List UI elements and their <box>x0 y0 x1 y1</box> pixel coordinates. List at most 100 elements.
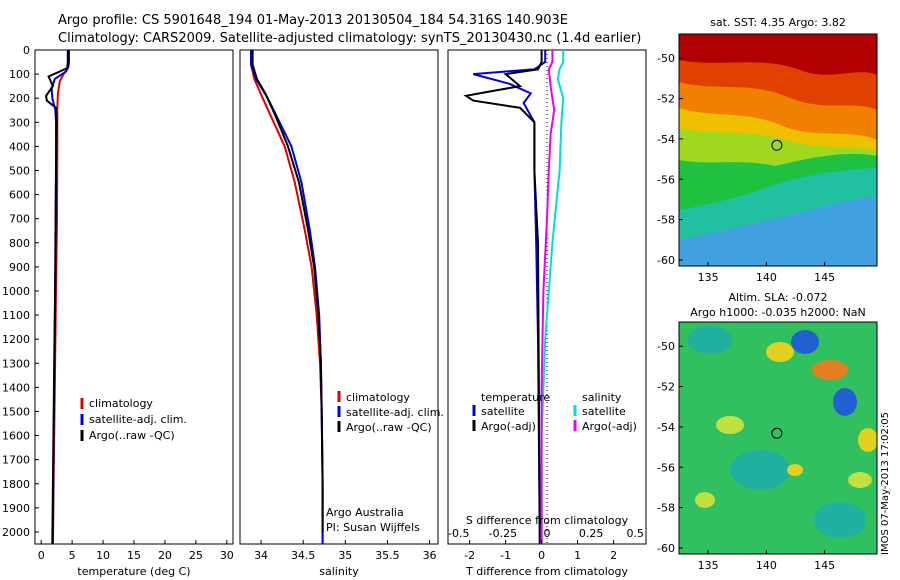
map-y-tick-label: -52 <box>657 93 675 106</box>
y-tick-label: 1300 <box>2 357 30 370</box>
map-x-tick-label: 145 <box>814 271 835 284</box>
legend-label-argo: Argo(..raw -QC) <box>89 429 175 442</box>
legend-title-temperature: temperature <box>481 391 550 404</box>
temperature-legend: climatology satellite-adj. clim. Argo(..… <box>80 397 187 442</box>
y-tick-label: 300 <box>9 116 30 129</box>
map-x-tick-label: 135 <box>698 271 719 284</box>
legend-label-argo: Argo(..raw -QC) <box>346 421 432 434</box>
y-tick-label: 900 <box>9 261 30 274</box>
map-y-tick-label: -58 <box>657 214 675 227</box>
s-tick-label: -0.5 <box>448 527 469 540</box>
sla-high-blob <box>787 464 803 476</box>
map-x-tick-label: 145 <box>814 559 835 572</box>
map-x-tick-label: 140 <box>756 559 777 572</box>
sla-high-blob <box>812 360 848 380</box>
x-tick-label: 34.5 <box>291 549 316 562</box>
difference-axes-frame <box>447 49 647 545</box>
sst-map-frame <box>678 33 878 267</box>
salinity-panel: 34 34.5 35 35.5 36 salinity climatology sate… <box>239 49 444 578</box>
sla-map-title-line2: Argo h1000: -0.035 h2000: NaN <box>690 306 866 319</box>
x-tick-label: 20 <box>158 549 172 562</box>
difference-x-ticks: -2 -1 0 1 2 <box>464 540 617 562</box>
figure-title-line2: Climatology: CARS2009. Satellite-adjuste… <box>58 31 641 46</box>
difference-series-group <box>463 50 565 545</box>
sla-map-panel: Altim. SLA: -0.072 Argo h1000: -0.035 h2… <box>657 291 878 572</box>
salinity-difference-label: S difference from climatology <box>466 514 629 527</box>
sla-cool-blob <box>688 326 732 354</box>
temperature-panel: 0 5 10 15 20 25 30 0 100 200 300 400 500 600 700 800 90… <box>2 44 234 578</box>
sst-map-ticks: 135 140 145 -50 -52 -54 -56 -58 -60 <box>657 52 835 284</box>
y-tick-label: 700 <box>9 213 30 226</box>
y-tick-label: 1000 <box>2 285 30 298</box>
temperature-x-label: temperature (deg C) <box>77 565 190 578</box>
figure-title-line1: Argo profile: CS 5901648_194 01-May-2013… <box>58 13 568 28</box>
series-line <box>472 50 547 545</box>
s-tick-label: -0.25 <box>489 527 517 540</box>
sla-high-blob <box>695 492 715 508</box>
sst-map-title: sat. SST: 4.35 Argo: 3.82 <box>710 16 846 29</box>
map-y-tick-label: -54 <box>657 133 675 146</box>
argo-float-marker <box>771 427 783 439</box>
sla-cool-blob <box>730 450 790 490</box>
y-tick-label: 1800 <box>2 478 30 491</box>
map-y-tick-label: -60 <box>657 254 675 267</box>
sst-map-panel: sat. SST: 4.35 Argo: 3.82 135 140 145 -50 -5… <box>657 16 878 284</box>
x-tick-label: 34 <box>254 549 268 562</box>
depth-y-ticks: 0 100 200 300 400 500 600 700 800 900 1000 1100 1200… <box>2 44 39 539</box>
y-tick-label: 600 <box>9 189 30 202</box>
difference-panel: -2 -1 0 1 2 -0.5 -0.25 0 0.25 0.5 S difference f… <box>447 49 647 578</box>
y-tick-label: 2000 <box>2 526 30 539</box>
sla-map-title-line1: Altim. SLA: -0.072 <box>728 291 827 304</box>
map-x-tick-label: 135 <box>698 559 719 572</box>
legend-label-t-satellite: satellite <box>481 405 525 418</box>
s-tick-label: 0 <box>544 527 551 540</box>
sla-high-blob <box>716 416 744 434</box>
sla-low-blob <box>833 388 857 416</box>
map-y-tick-label: -50 <box>657 340 675 353</box>
series-line <box>45 50 69 545</box>
temperature-difference-label: T difference from climatology <box>465 565 628 578</box>
x-tick-label: 35.5 <box>375 549 400 562</box>
x-tick-label: -1 <box>500 549 511 562</box>
x-tick-label: 15 <box>127 549 141 562</box>
x-tick-label: 25 <box>189 549 203 562</box>
y-tick-label: 400 <box>9 140 30 153</box>
sla-map-frame <box>678 321 878 555</box>
y-tick-label: 1900 <box>2 502 30 515</box>
salinity-series-group <box>250 50 324 544</box>
x-tick-label: 5 <box>69 549 76 562</box>
salinity-legend: climatology satellite-adj. clim. Argo(..… <box>337 391 444 434</box>
s-tick-label: 0.5 <box>626 527 644 540</box>
x-tick-label: 2 <box>610 549 617 562</box>
y-tick-label: 1200 <box>2 333 30 346</box>
sla-cool-blob <box>814 502 866 538</box>
salinity-difference-ticks: -0.5 -0.25 0 0.25 0.5 <box>448 527 644 540</box>
legend-label-climatology: climatology <box>89 397 153 410</box>
map-y-tick-label: -56 <box>657 173 675 186</box>
x-tick-label: 30 <box>220 549 234 562</box>
sla-high-blob <box>848 472 872 488</box>
map-y-tick-label: -50 <box>657 52 675 65</box>
y-tick-label: 1700 <box>2 454 30 467</box>
y-tick-label: 1100 <box>2 309 30 322</box>
argo-institution-label: Argo Australia <box>326 506 404 519</box>
temperature-axes-frame <box>34 49 234 545</box>
temperature-x-ticks: 0 5 10 15 20 25 30 <box>38 540 234 562</box>
argo-pi-label: PI: Susan Wijffels <box>326 521 420 534</box>
x-tick-label: 0 <box>38 549 45 562</box>
y-tick-label: 1500 <box>2 405 30 418</box>
y-tick-label: 0 <box>23 44 30 57</box>
map-y-tick-label: -58 <box>657 502 675 515</box>
legend-title-salinity: salinity <box>582 391 622 404</box>
x-tick-label: 36 <box>423 549 437 562</box>
sla-map-ticks: 135 140 145 -50 -52 -54 -56 -58 -60 <box>657 340 835 572</box>
x-tick-label: 35 <box>338 549 352 562</box>
y-tick-label: 500 <box>9 164 30 177</box>
map-y-tick-label: -60 <box>657 542 675 555</box>
map-x-tick-label: 140 <box>756 271 777 284</box>
legend-label-satellite: satellite-adj. clim. <box>346 406 444 419</box>
legend-label-s-argo: Argo(-adj) <box>582 420 637 433</box>
y-tick-label: 1600 <box>2 430 30 443</box>
y-tick-label: 200 <box>9 92 30 105</box>
x-tick-label: -2 <box>464 549 475 562</box>
